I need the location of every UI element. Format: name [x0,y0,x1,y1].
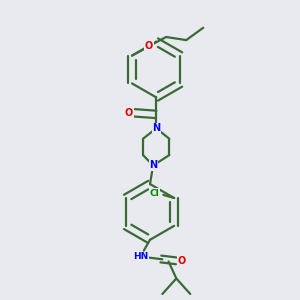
Text: O: O [145,41,153,51]
Text: HN: HN [133,252,148,261]
Text: N: N [149,160,157,170]
Text: O: O [125,108,133,118]
Text: Cl: Cl [150,189,160,198]
Text: O: O [178,256,186,266]
Text: N: N [152,123,160,133]
